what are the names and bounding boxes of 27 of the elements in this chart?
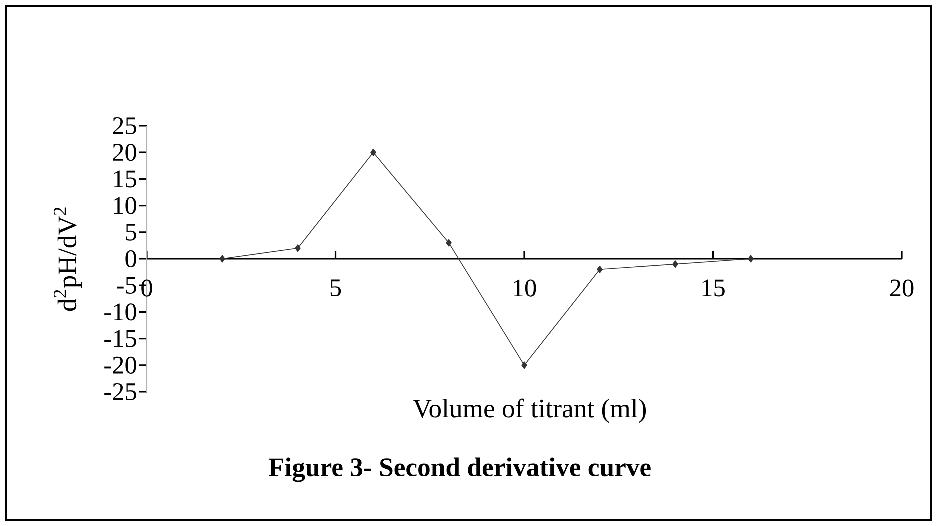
- point: [220, 255, 226, 263]
- x-tick-label: 5: [330, 280, 342, 297]
- text: Figure 3- Second derivative curve: [268, 458, 651, 482]
- x-axis-title: Volume of titrant (ml): [413, 398, 646, 424]
- y-tick-label: 10: [114, 197, 136, 214]
- y-tick-label: -15: [104, 330, 136, 348]
- point: [597, 266, 603, 274]
- point: [446, 239, 452, 247]
- point: [748, 255, 754, 263]
- y-tick-label: -10: [104, 304, 136, 321]
- y-tick-label: -25: [104, 383, 136, 401]
- y-tick-label: 20: [113, 144, 136, 162]
- y-tick-label: 15: [114, 170, 136, 188]
- point: [522, 362, 528, 370]
- point: [672, 260, 678, 268]
- x-tick-label: 10: [514, 280, 536, 297]
- y-tick-label: 25: [113, 118, 136, 135]
- y-tick-label: -20: [104, 356, 136, 374]
- y-tick-label: 5: [126, 224, 136, 241]
- y-tick-label: -5: [117, 277, 136, 294]
- x-tick-label: 15: [702, 280, 725, 297]
- x-tick-label: 20: [890, 280, 914, 297]
- y-tick-label: 0: [126, 250, 136, 268]
- x-tick-label: 0: [142, 280, 152, 297]
- y-axis-title: d$^{2}$pH/dV$^{2}$: [54, 208, 82, 311]
- point: [370, 148, 376, 156]
- point: [295, 244, 301, 252]
